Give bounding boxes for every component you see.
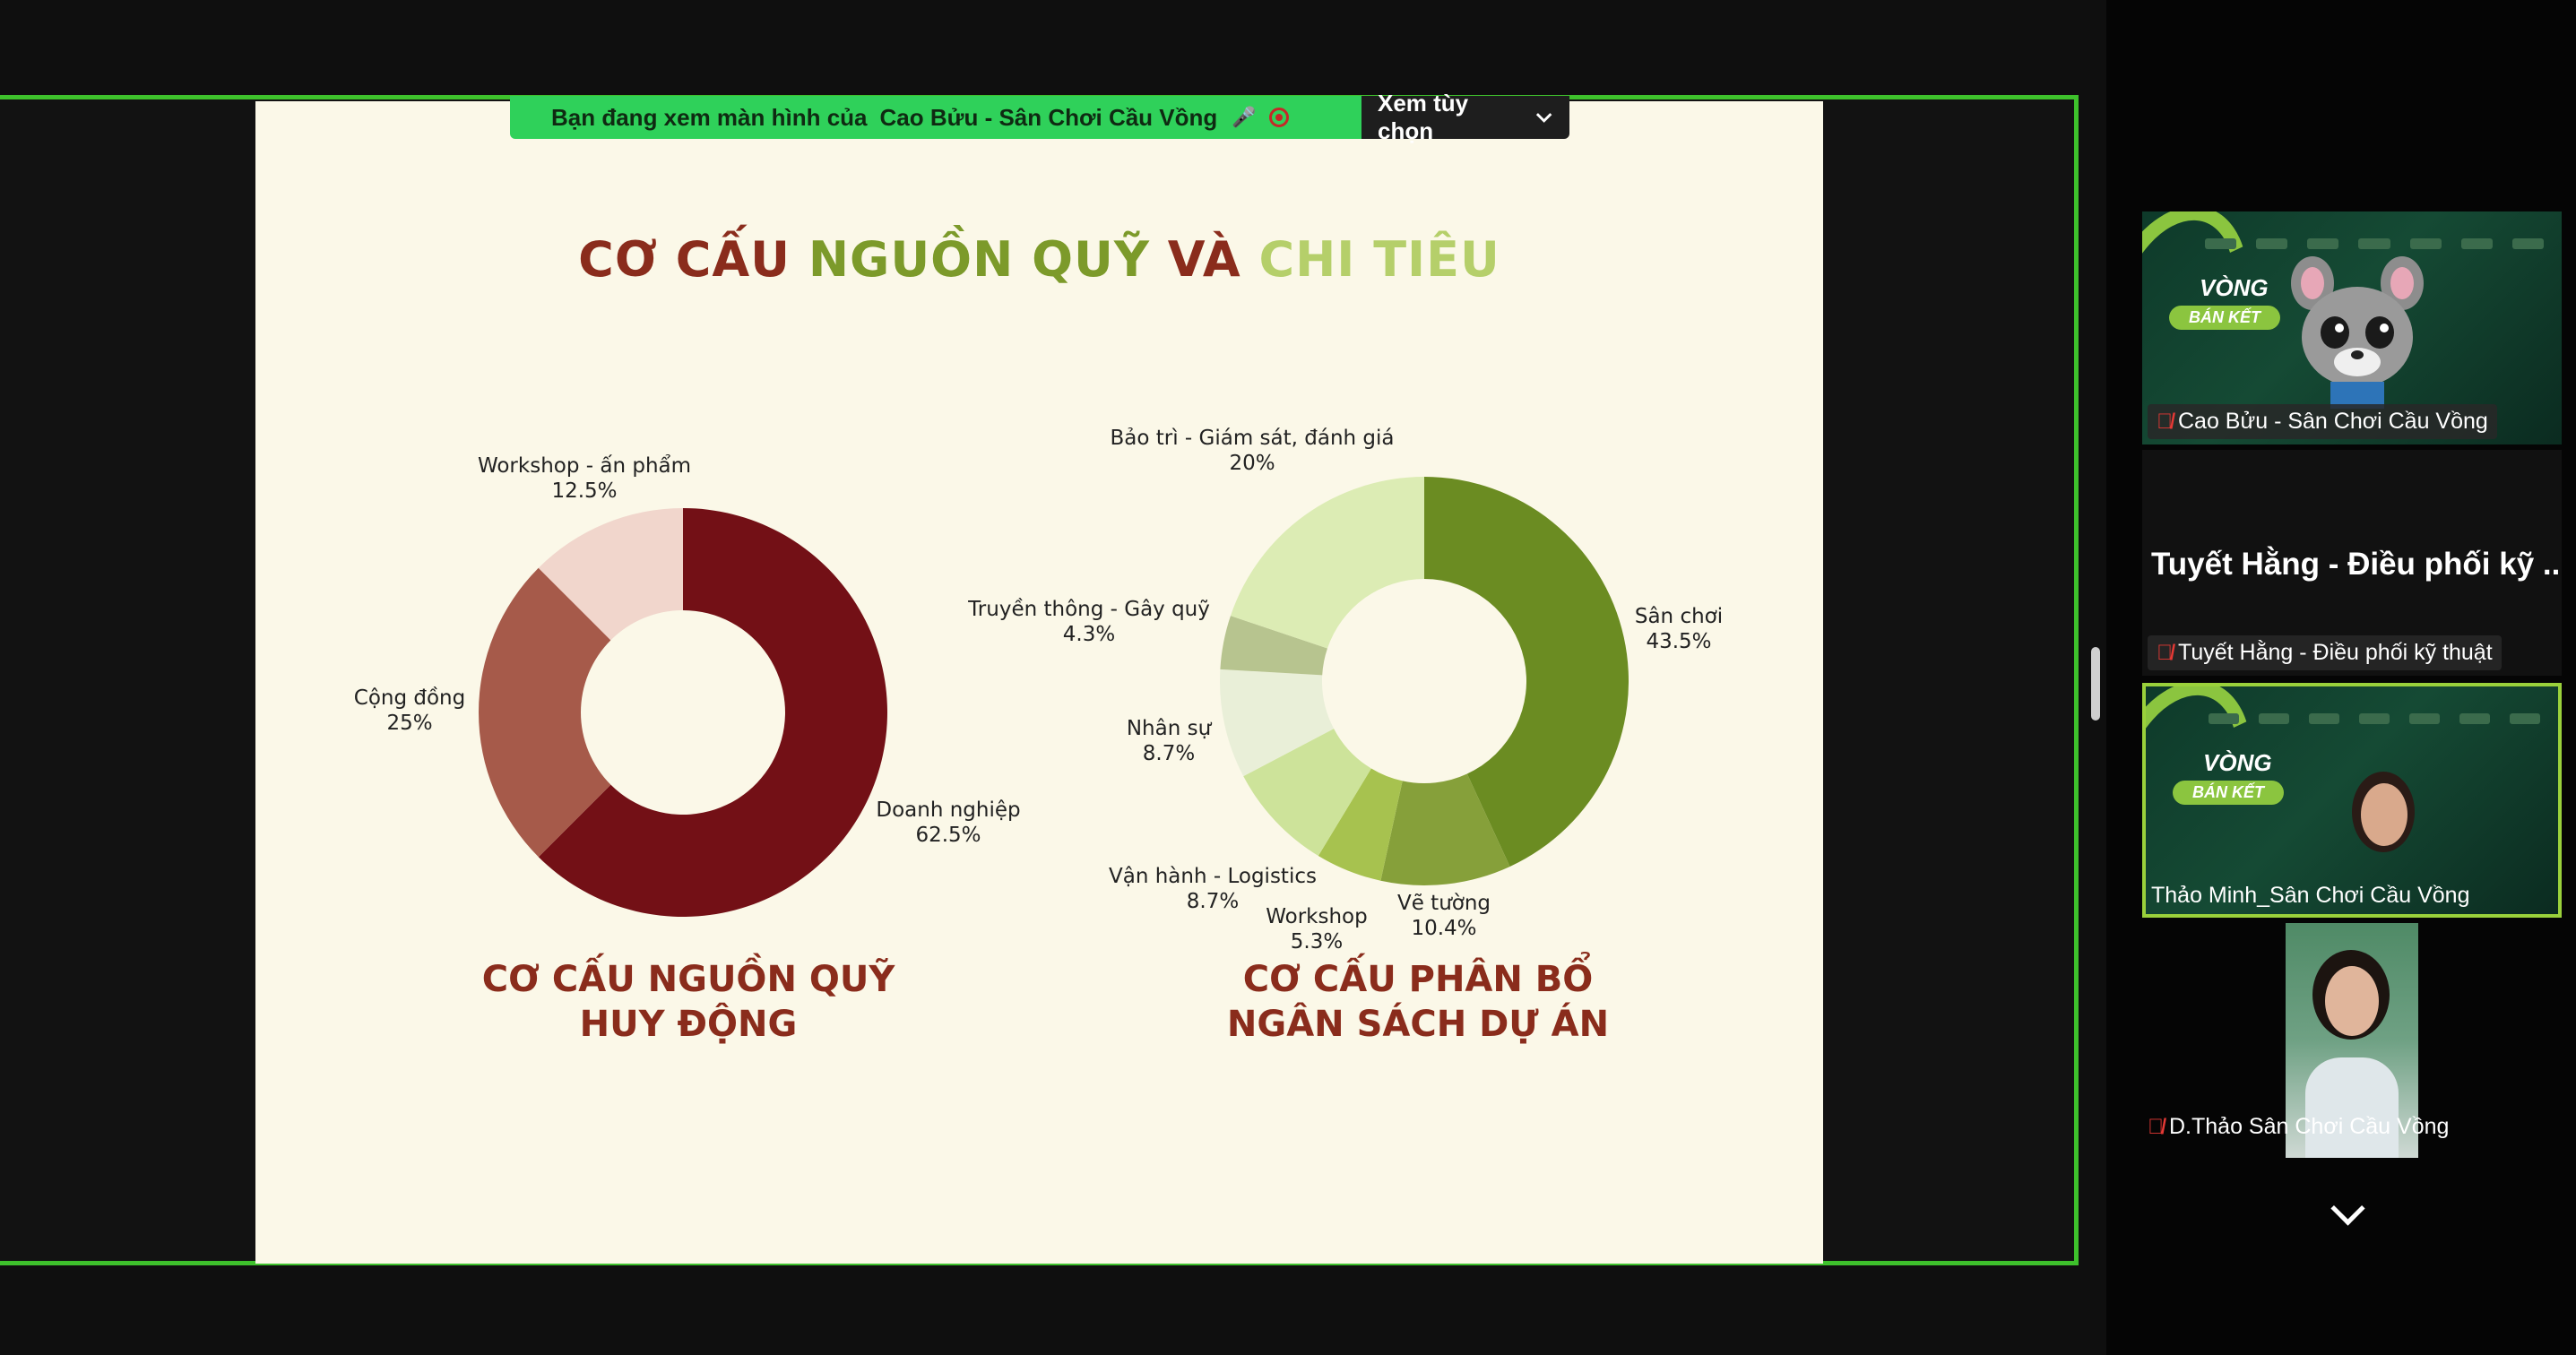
chart2-label-nhan-su: Nhân sự 8.7% bbox=[1126, 717, 1212, 765]
chevron-down-icon bbox=[1535, 113, 1552, 123]
view-options-label: Xem tùy chọn bbox=[1378, 90, 1469, 144]
banner-presenter: Cao Bửu - Sân Chơi Cầu Vồng bbox=[879, 103, 1218, 131]
participant-tile-d-thao[interactable]: 🎙̸ D.Thảo Sân Chơi Cầu Vồng bbox=[2142, 923, 2562, 1158]
chart2-slice-3 bbox=[1243, 729, 1371, 856]
screen-share-banner: Bạn đang xem màn hình của Cao Bửu - Sân … bbox=[510, 90, 1569, 144]
chart1-caption: CƠ CẤU NGUỒN QUỸ HUY ĐỘNG bbox=[481, 959, 895, 1045]
viewing-screen-notice: Bạn đang xem màn hình của Cao Bửu - Sân … bbox=[510, 96, 1361, 139]
participant-shirt bbox=[2305, 1057, 2399, 1158]
chart1-slice-0 bbox=[538, 508, 888, 917]
sponsor-logos bbox=[2209, 713, 2540, 724]
chart2-slice-4 bbox=[1220, 669, 1335, 777]
participant-tile-cao-buu[interactable]: VÒNG BÁN KẾT 🎙̸ Cao Bửu - Sân Chơi Cầu V… bbox=[2142, 211, 2562, 444]
background-text-vong: VÒNG bbox=[2203, 749, 2272, 776]
chart1-label-cong-dong: Cộng đồng 25% bbox=[353, 686, 466, 735]
participant-name-label: 🎙̸ D.Thảo Sân Chơi Cầu Vồng bbox=[2148, 1114, 2450, 1139]
view-options-button[interactable]: Xem tùy chọn bbox=[1361, 90, 1569, 144]
chart2-label-bao-tri: Bảo trì - Giám sát, đánh giá 20% bbox=[1110, 427, 1395, 475]
donut-charts bbox=[479, 477, 1629, 917]
chart2-label-workshop: Workshop 5.3% bbox=[1266, 905, 1368, 954]
participant-name-label: 🎙̸ Cao Bửu - Sân Chơi Cầu Vồng bbox=[2148, 404, 2497, 439]
slide-title: CƠ CẤU NGUỒN QUỸ VÀ CHI TIÊU bbox=[255, 231, 1823, 288]
background-text-ban-ket: BÁN KẾT bbox=[2169, 306, 2280, 330]
chart2-label-truyen-thong: Truyền thông - Gây quỹ 4.3% bbox=[968, 598, 1210, 646]
chart2-caption: CƠ CẤU PHÂN BỔ NGÂN SÁCH DỰ ÁN bbox=[1226, 959, 1610, 1045]
chart2-slice-1 bbox=[1380, 773, 1510, 885]
participant-name-label: Thảo Minh_Sân Chơi Cầu Vồng bbox=[2151, 883, 2470, 908]
chart1-slice-2 bbox=[538, 508, 683, 641]
mic-off-icon: 🎙̸ bbox=[2148, 1114, 2164, 1139]
chart1-slice-1 bbox=[479, 567, 611, 858]
title-part-3: VÀ bbox=[1167, 231, 1241, 288]
mic-off-icon: 🎙̸ bbox=[2157, 640, 2173, 665]
background-text-ban-ket: BÁN KẾT bbox=[2173, 781, 2284, 805]
avatar-mouse-icon bbox=[2291, 256, 2424, 409]
chart2-slice-5 bbox=[1220, 616, 1327, 676]
background-text-vong: VÒNG bbox=[2200, 274, 2269, 301]
record-icon bbox=[1268, 108, 1289, 127]
chart2-slice-2 bbox=[1318, 768, 1403, 881]
title-part-1: CƠ CẤU bbox=[578, 231, 791, 288]
participant-display-name: Tuyết Hằng - Điều phối kỹ ... bbox=[2151, 547, 2562, 582]
panel-resize-handle[interactable] bbox=[2091, 647, 2100, 721]
chart2-label-ve-tuong: Vẽ tường 10.4% bbox=[1396, 892, 1491, 940]
title-part-2: NGUỒN QUỸ bbox=[808, 231, 1150, 288]
chart1-label-workshop: Workshop - ấn phẩm 12.5% bbox=[477, 454, 692, 503]
mic-muted-icon: 🎤 bbox=[1232, 106, 1257, 128]
chart2-label-van-hanh: Vận hành - Logistics 8.7% bbox=[1109, 865, 1317, 913]
participant-name-label: 🎙̸ Tuyết Hằng - Điều phối kỹ thuật bbox=[2148, 635, 2502, 670]
chart1-label-doanh-nghiep: Doanh nghiệp 62.5% bbox=[876, 798, 1021, 847]
chart2-label-san-choi: Sân chơi 43.5% bbox=[1634, 605, 1724, 653]
participant-tile-tuyet-hang[interactable]: Tuyết Hằng - Điều phối kỹ ... 🎙̸ Tuyết H… bbox=[2142, 450, 2562, 676]
participant-tile-thao-minh[interactable]: VÒNG BÁN KẾT Thảo Minh_Sân Chơi Cầu Vồng bbox=[2142, 683, 2562, 918]
banner-prefix: Bạn đang xem màn hình của bbox=[551, 103, 868, 131]
chart2-slice-0 bbox=[1424, 477, 1629, 867]
participant-face bbox=[2325, 966, 2379, 1036]
chart2-slice-6 bbox=[1230, 477, 1424, 649]
participant-video bbox=[2286, 923, 2418, 1158]
participant-face bbox=[2361, 783, 2407, 846]
presentation-slide: CƠ CẤU NGUỒN QUỸ VÀ CHI TIÊU Workshop - … bbox=[255, 101, 1823, 1264]
mic-off-icon: 🎙̸ bbox=[2157, 409, 2173, 434]
title-part-4: CHI TIÊU bbox=[1258, 231, 1500, 288]
sponsor-logos bbox=[2205, 238, 2544, 249]
